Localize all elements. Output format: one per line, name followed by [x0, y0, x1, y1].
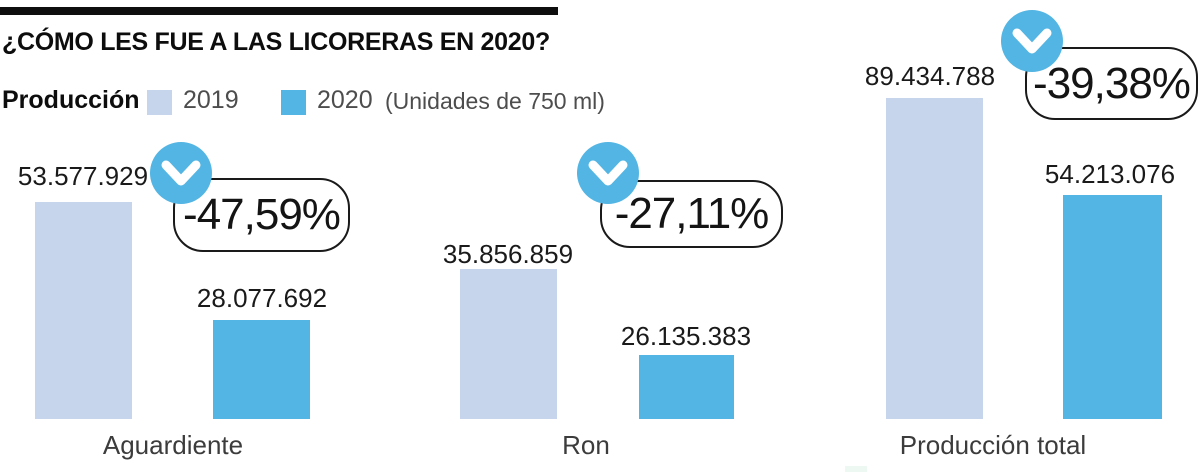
bar-2020-produccion-total [1063, 195, 1162, 419]
bar-2019-produccion-total [886, 98, 983, 419]
pct-change-callout-produccion-total: -39,38% [1025, 47, 1198, 120]
value-label-2020-ron: 26.135.383 [620, 321, 752, 351]
category-label-aguardiente: Aguardiente [102, 430, 244, 460]
pct-change-value-aguardiente: -47,59% [183, 190, 341, 239]
top-rule-divider [0, 7, 558, 15]
legend-label-2020: 2020 [317, 86, 373, 114]
pct-change-value-produccion-total: -39,38% [1033, 58, 1191, 108]
legend-swatch-2019 [147, 90, 172, 115]
legend-swatch-2020 [281, 90, 306, 115]
chevron-down-icon [1012, 28, 1052, 54]
decrease-badge-aguardiente [150, 142, 212, 204]
category-label-ron: Ron [562, 430, 610, 460]
decrease-badge-produccion-total [1001, 10, 1063, 72]
pct-change-value-ron: -27,11% [614, 189, 770, 238]
chart-title: ¿CÓMO LES FUE A LAS LICORERAS EN 2020? [2, 28, 550, 56]
value-label-2020-aguardiente: 28.077.692 [196, 283, 328, 313]
legend-label-2019: 2019 [183, 86, 239, 114]
value-label-2019-aguardiente: 53.577.929 [17, 161, 149, 191]
value-label-2019-ron: 35.856.859 [442, 239, 574, 269]
decrease-badge-ron [577, 142, 639, 204]
cropped-element-artifact [845, 466, 867, 472]
value-label-2019-produccion-total: 89.434.788 [864, 61, 996, 91]
legend-series-label: Producción [2, 86, 140, 114]
bar-2020-aguardiente [213, 320, 310, 419]
category-label-produccion-total: Producción total [899, 430, 1087, 460]
value-label-2020-produccion-total: 54.213.076 [1044, 159, 1176, 189]
bar-2020-ron [639, 355, 734, 419]
chevron-down-icon [588, 160, 628, 186]
pct-change-callout-ron: -27,11% [600, 180, 783, 248]
chevron-down-icon [161, 160, 201, 186]
bar-2019-aguardiente [35, 202, 132, 419]
bar-2019-ron [460, 269, 557, 419]
legend-units-note: (Unidades de 750 ml) [385, 88, 605, 114]
